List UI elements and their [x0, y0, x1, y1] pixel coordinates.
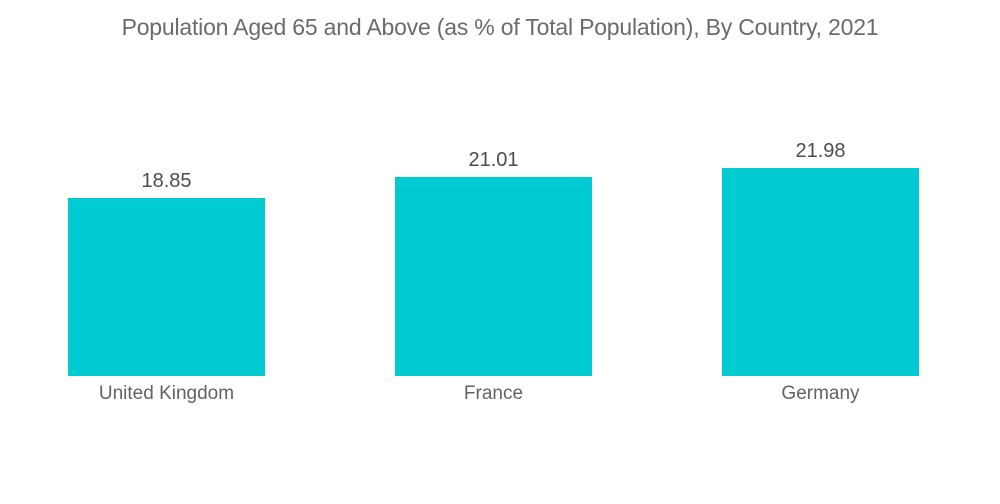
bar-group-united-kingdom: 18.85 United Kingdom [68, 170, 265, 404]
bar-value-label-united-kingdom: 18.85 [141, 170, 192, 192]
bar-group-france: 21.01 France [395, 149, 592, 404]
bar-value-label-germany: 21.98 [795, 140, 846, 162]
category-label-united-kingdom: United Kingdom [98, 383, 235, 404]
category-label-germany: Germany [781, 383, 860, 404]
bar-value-label-france: 21.01 [468, 149, 519, 171]
bar-group-germany: 21.98 Germany [722, 140, 919, 404]
chart-title: Population Aged 65 and Above (as % of To… [121, 14, 879, 40]
bar-france [395, 177, 592, 376]
bar-united-kingdom [68, 198, 265, 376]
category-label-france: France [463, 383, 524, 404]
bar-germany [722, 168, 919, 376]
